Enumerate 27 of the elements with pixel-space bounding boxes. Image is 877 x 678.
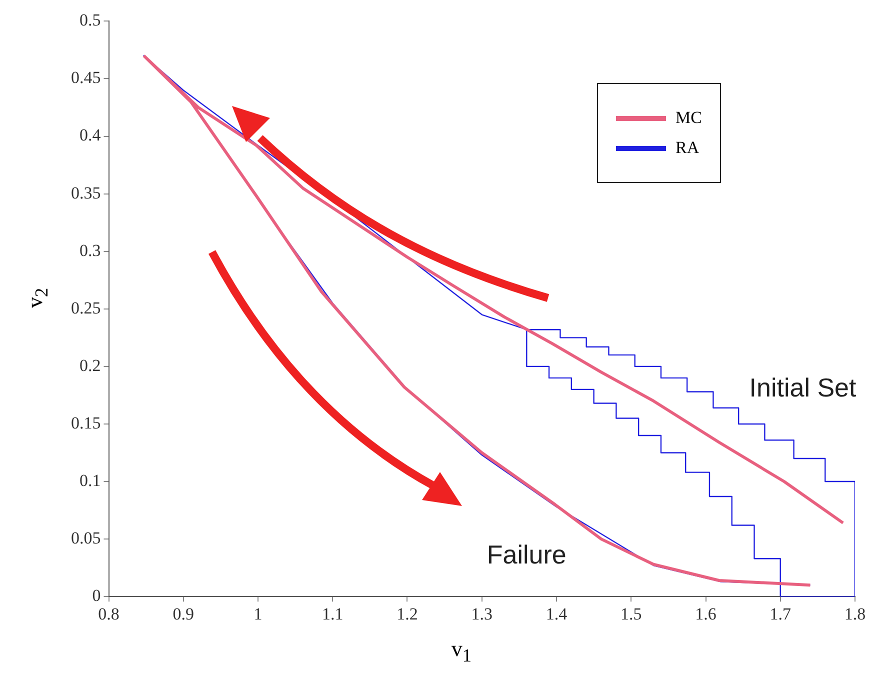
y-tick-label: 0.05 <box>71 528 101 548</box>
x-axis-title: v$_{1}$ <box>450 636 473 666</box>
y-tick-label: 0.5 <box>80 10 101 30</box>
x-tick-label: 1.3 <box>471 604 492 624</box>
x-tick-label: 0.9 <box>172 604 194 624</box>
y-tick-label: 0.35 <box>71 183 101 202</box>
y-tick-label: 0.4 <box>80 126 102 145</box>
y-tick-label: 0.45 <box>71 68 101 88</box>
y-tick-label: 0 <box>92 586 101 606</box>
annotation: Failure <box>486 539 566 570</box>
y-tick-label: 0.15 <box>71 413 101 432</box>
x-tick-label: 1.7 <box>770 604 792 624</box>
legend-label: MC <box>676 108 702 128</box>
legend-label: RA <box>676 138 700 158</box>
y-tick-label: 0.3 <box>80 240 101 260</box>
x-tick-label: 0.8 <box>98 604 120 624</box>
y-tick-label: 0.2 <box>80 356 101 375</box>
x-tick-label: 1.4 <box>546 604 568 624</box>
x-tick-label: 1.6 <box>695 604 716 624</box>
x-tick-label: 1.8 <box>844 604 866 624</box>
y-tick-label: 0.1 <box>80 470 101 490</box>
x-tick-label: 1 <box>254 604 262 624</box>
y-tick-label: 0.25 <box>71 298 101 318</box>
x-tick-label: 1.2 <box>396 604 418 624</box>
annotation: Initial Set <box>749 372 858 403</box>
x-tick-label: 1.1 <box>322 604 344 624</box>
x-tick-label: 1.5 <box>620 604 642 624</box>
